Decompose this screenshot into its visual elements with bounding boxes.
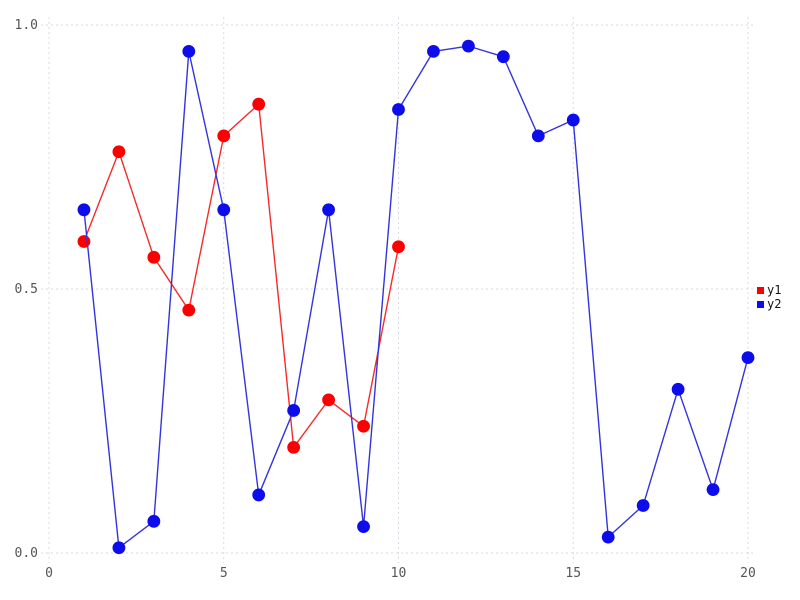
data-point-y1[interactable]: [357, 419, 370, 433]
y-tick-label: 0.5: [15, 282, 38, 297]
data-point-y2[interactable]: [671, 382, 685, 396]
data-point-y1[interactable]: [322, 393, 335, 407]
data-point-y1[interactable]: [147, 250, 161, 264]
x-tick-label: 0: [45, 566, 53, 581]
series-line-y1: [83, 103, 400, 449]
legend-item-y1[interactable]: y1: [757, 284, 781, 297]
data-point-y2[interactable]: [566, 113, 580, 127]
data-point-y2[interactable]: [182, 45, 196, 58]
data-point-y2[interactable]: [496, 50, 510, 64]
data-point-y2[interactable]: [147, 514, 161, 528]
data-point-y1[interactable]: [252, 97, 266, 111]
legend-swatch-y1-icon: [757, 287, 764, 294]
data-point-y2[interactable]: [531, 129, 545, 143]
data-point-y2[interactable]: [77, 203, 91, 217]
legend-label-y1: y1: [767, 283, 782, 297]
data-point-y2[interactable]: [601, 530, 615, 544]
legend: y1 y2: [757, 284, 781, 311]
data-point-y2[interactable]: [112, 541, 126, 555]
data-point-y2[interactable]: [392, 103, 405, 116]
data-point-y2[interactable]: [462, 39, 475, 53]
data-point-y1[interactable]: [77, 235, 91, 248]
data-point-y1[interactable]: [182, 303, 196, 317]
data-point-y1[interactable]: [112, 145, 126, 159]
data-point-y2[interactable]: [706, 483, 720, 497]
data-point-y1[interactable]: [287, 441, 301, 454]
data-point-y2[interactable]: [427, 45, 440, 58]
data-point-y2[interactable]: [252, 488, 266, 502]
data-point-y1[interactable]: [392, 240, 405, 254]
data-point-y2[interactable]: [322, 203, 335, 217]
data-point-y2[interactable]: [357, 520, 370, 533]
y-tick-label: 1.0: [15, 18, 38, 33]
legend-swatch-y2-icon: [757, 301, 764, 308]
x-tick-label: 15: [565, 566, 581, 581]
data-point-y2[interactable]: [217, 203, 231, 217]
data-point-y2[interactable]: [287, 404, 301, 417]
data-point-y2[interactable]: [636, 499, 650, 512]
x-tick-label: 20: [740, 566, 756, 581]
legend-item-y2[interactable]: y2: [757, 298, 781, 311]
x-tick-label: 5: [220, 566, 228, 581]
data-point-y2[interactable]: [741, 351, 755, 365]
legend-label-y2: y2: [767, 297, 782, 311]
series-line-y2: [83, 45, 749, 549]
y-tick-label: 0.0: [15, 546, 38, 561]
x-tick-label: 10: [391, 566, 407, 581]
data-point-y1[interactable]: [217, 129, 231, 143]
